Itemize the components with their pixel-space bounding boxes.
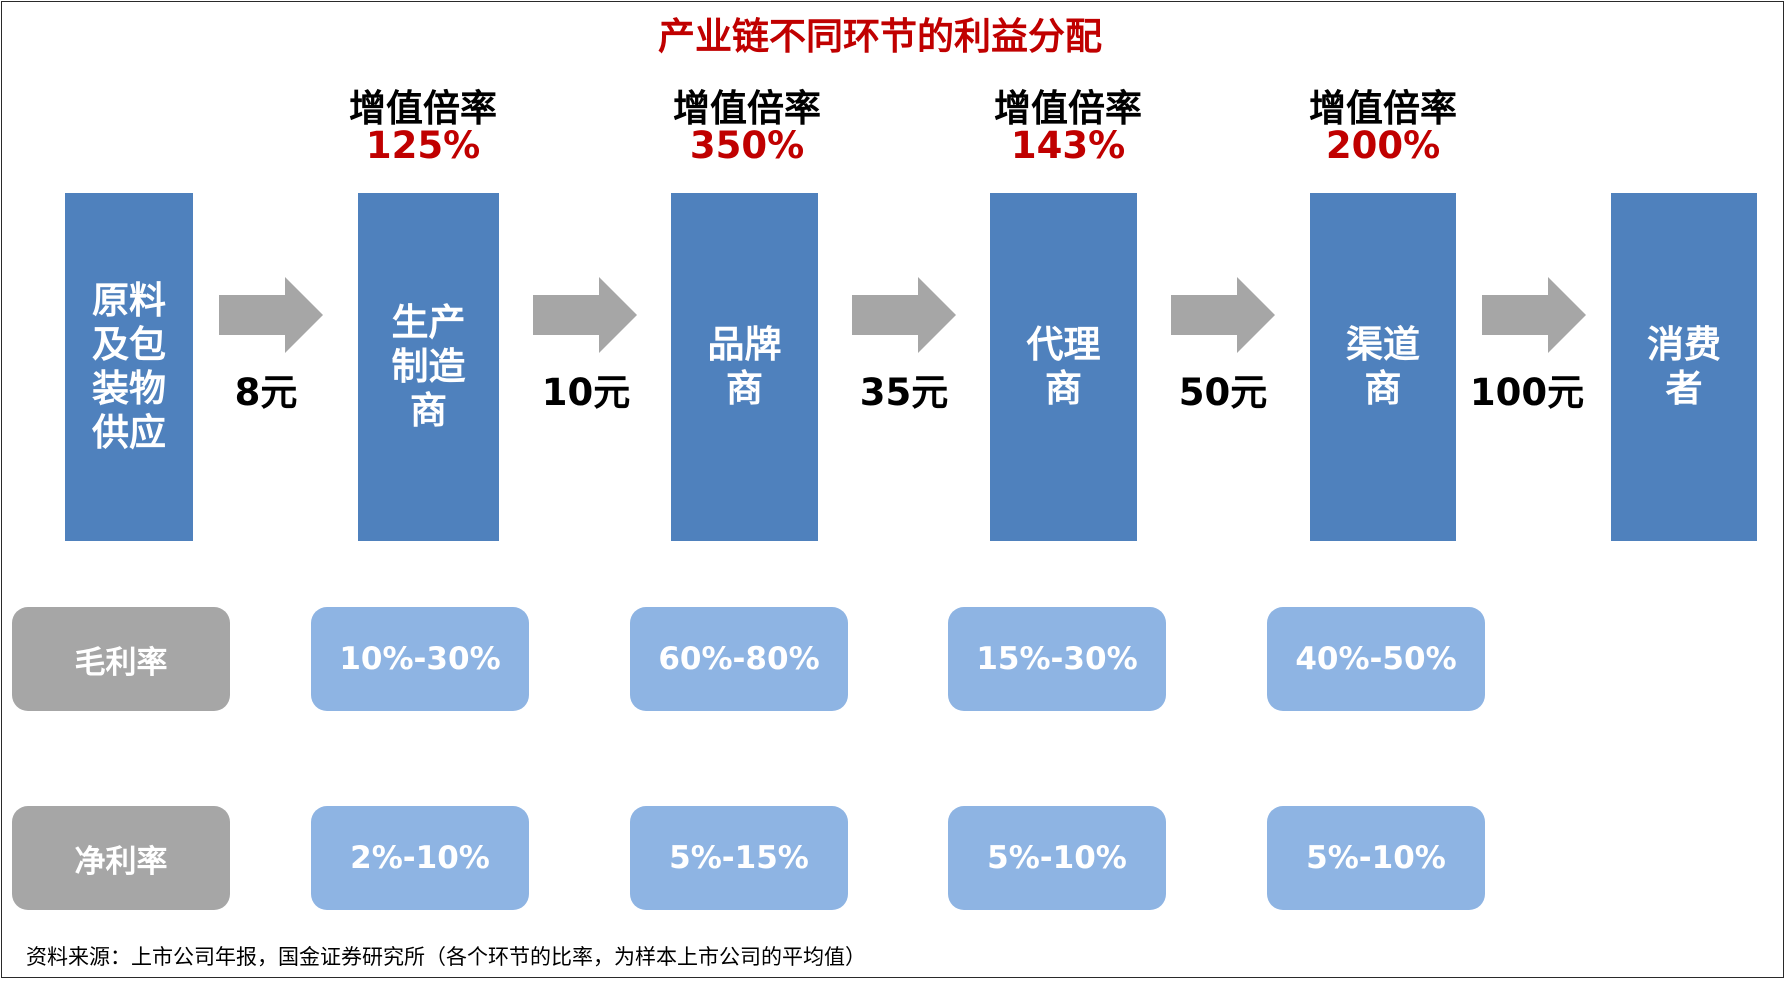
net-margin-label: 净利率 <box>12 806 230 910</box>
value-added-label-1: 增值倍率 <box>349 87 497 130</box>
value-added-rate-3: 143% <box>1010 124 1126 167</box>
price-label-2: 10元 <box>541 371 631 414</box>
right-arrow-icon <box>1482 277 1586 353</box>
stage-label: 代理 商 <box>1026 323 1101 410</box>
value-added-label-4: 增值倍率 <box>1309 87 1457 130</box>
value-added-rate-4: 200% <box>1325 124 1441 167</box>
gross-margin-label: 毛利率 <box>12 607 230 711</box>
net-margin-channel: 5%-10% <box>1267 806 1485 910</box>
stage-label: 品牌 商 <box>707 323 782 410</box>
stage-consumer: 消费 者 <box>1611 193 1757 541</box>
price-label-4: 50元 <box>1178 371 1268 414</box>
price-label-5: 100元 <box>1469 371 1585 414</box>
stage-manufacturer: 生产 制造 商 <box>358 193 499 541</box>
right-arrow-icon <box>219 277 323 353</box>
price-label-1: 8元 <box>234 371 298 414</box>
stage-raw-materials: 原料 及包 装物 供应 <box>65 193 193 541</box>
net-margin-manufacturer: 2%-10% <box>311 806 529 910</box>
stage-label: 原料 及包 装物 供应 <box>92 279 166 454</box>
right-arrow-icon <box>852 277 956 353</box>
right-arrow-icon <box>1171 277 1275 353</box>
value-added-label-2: 增值倍率 <box>673 87 821 130</box>
stage-label: 生产 制造 商 <box>391 301 466 432</box>
value-added-rate-2: 350% <box>689 124 805 167</box>
right-arrow-icon <box>533 277 637 353</box>
diagram-title: 产业链不同环节的利益分配 <box>658 15 1102 58</box>
gross-margin-brand: 60%-80% <box>630 607 848 711</box>
source-note: 资料来源：上市公司年报，国金证券研究所（各个环节的比率，为样本上市公司的平均值） <box>26 945 866 969</box>
net-margin-brand: 5%-15% <box>630 806 848 910</box>
stage-label: 消费 者 <box>1647 323 1721 410</box>
value-added-rate-1: 125% <box>365 124 481 167</box>
stage-channel: 渠道 商 <box>1310 193 1456 541</box>
stage-label: 渠道 商 <box>1346 323 1420 410</box>
price-label-3: 35元 <box>859 371 949 414</box>
stage-brand: 品牌 商 <box>671 193 818 541</box>
stage-agent: 代理 商 <box>990 193 1137 541</box>
net-margin-agent: 5%-10% <box>948 806 1166 910</box>
value-added-label-3: 增值倍率 <box>994 87 1142 130</box>
gross-margin-channel: 40%-50% <box>1267 607 1485 711</box>
gross-margin-agent: 15%-30% <box>948 607 1166 711</box>
gross-margin-manufacturer: 10%-30% <box>311 607 529 711</box>
